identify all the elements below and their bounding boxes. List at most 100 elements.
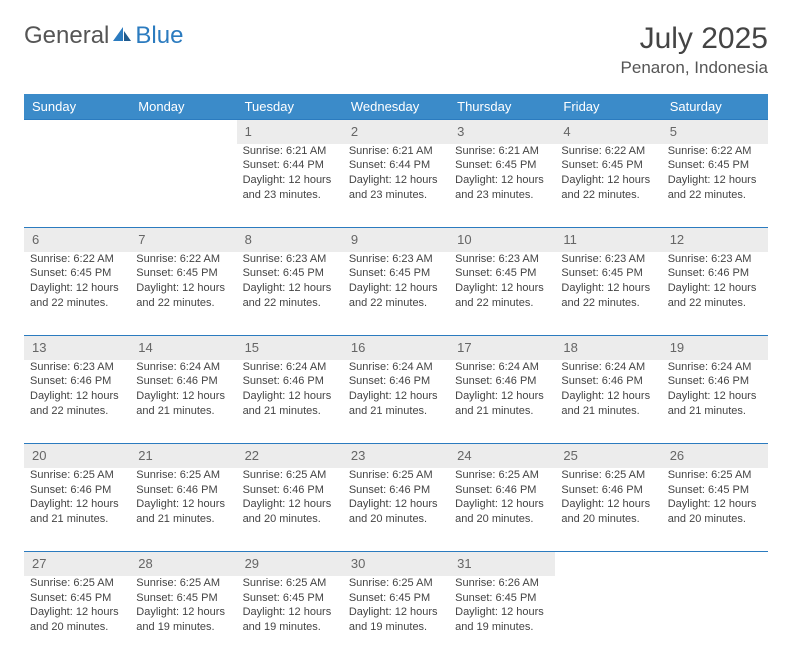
day-cell: Sunrise: 6:25 AMSunset: 6:45 PMDaylight:… xyxy=(24,576,130,660)
sunset-text: Sunset: 6:46 PM xyxy=(349,374,443,389)
daylight-text: and 22 minutes. xyxy=(668,188,762,203)
day-cell: Sunrise: 6:25 AMSunset: 6:46 PMDaylight:… xyxy=(449,468,555,552)
sunrise-text: Sunrise: 6:25 AM xyxy=(30,468,124,483)
sunset-text: Sunset: 6:46 PM xyxy=(136,483,230,498)
day-number: 2 xyxy=(343,120,449,144)
daylight-text: Daylight: 12 hours xyxy=(30,281,124,296)
day-number: 8 xyxy=(237,228,343,252)
daynum-row: 12345 xyxy=(24,120,768,144)
daylight-text: and 21 minutes. xyxy=(455,404,549,419)
sunset-text: Sunset: 6:44 PM xyxy=(349,158,443,173)
daylight-text: Daylight: 12 hours xyxy=(668,281,762,296)
daylight-text: and 21 minutes. xyxy=(30,512,124,527)
sunrise-text: Sunrise: 6:25 AM xyxy=(561,468,655,483)
day-cell: Sunrise: 6:22 AMSunset: 6:45 PMDaylight:… xyxy=(555,144,661,228)
day-cell xyxy=(24,144,130,228)
daylight-text: and 19 minutes. xyxy=(136,620,230,635)
daylight-text: and 20 minutes. xyxy=(30,620,124,635)
sunset-text: Sunset: 6:45 PM xyxy=(561,266,655,281)
week-row: Sunrise: 6:22 AMSunset: 6:45 PMDaylight:… xyxy=(24,252,768,336)
day-cell: Sunrise: 6:26 AMSunset: 6:45 PMDaylight:… xyxy=(449,576,555,660)
day-cell: Sunrise: 6:25 AMSunset: 6:45 PMDaylight:… xyxy=(343,576,449,660)
daylight-text: Daylight: 12 hours xyxy=(136,389,230,404)
daylight-text: and 20 minutes. xyxy=(349,512,443,527)
sunrise-text: Sunrise: 6:21 AM xyxy=(455,144,549,159)
day-number: 5 xyxy=(662,120,768,144)
sunset-text: Sunset: 6:46 PM xyxy=(349,483,443,498)
weekday-header: Friday xyxy=(555,94,661,120)
sunrise-text: Sunrise: 6:25 AM xyxy=(243,576,337,591)
daylight-text: Daylight: 12 hours xyxy=(136,605,230,620)
sunrise-text: Sunrise: 6:24 AM xyxy=(668,360,762,375)
sunrise-text: Sunrise: 6:22 AM xyxy=(30,252,124,267)
daylight-text: Daylight: 12 hours xyxy=(243,389,337,404)
daynum-row: 2728293031 xyxy=(24,552,768,576)
day-cell xyxy=(662,576,768,660)
day-number: 15 xyxy=(237,336,343,360)
day-number: 21 xyxy=(130,444,236,468)
day-number: 31 xyxy=(449,552,555,576)
sunrise-text: Sunrise: 6:23 AM xyxy=(243,252,337,267)
day-number: 13 xyxy=(24,336,130,360)
day-number: 1 xyxy=(237,120,343,144)
sunset-text: Sunset: 6:45 PM xyxy=(30,266,124,281)
month-title: July 2025 xyxy=(621,22,768,56)
day-number: 4 xyxy=(555,120,661,144)
daynum-row: 13141516171819 xyxy=(24,336,768,360)
day-number: 17 xyxy=(449,336,555,360)
daylight-text: Daylight: 12 hours xyxy=(561,281,655,296)
brand-logo: GeneralBlue xyxy=(24,22,183,50)
sunrise-text: Sunrise: 6:23 AM xyxy=(455,252,549,267)
day-cell: Sunrise: 6:25 AMSunset: 6:46 PMDaylight:… xyxy=(24,468,130,552)
day-cell: Sunrise: 6:24 AMSunset: 6:46 PMDaylight:… xyxy=(343,360,449,444)
daylight-text: Daylight: 12 hours xyxy=(349,605,443,620)
day-cell: Sunrise: 6:25 AMSunset: 6:46 PMDaylight:… xyxy=(555,468,661,552)
day-number: 18 xyxy=(555,336,661,360)
daylight-text: and 22 minutes. xyxy=(455,296,549,311)
week-row: Sunrise: 6:23 AMSunset: 6:46 PMDaylight:… xyxy=(24,360,768,444)
sunset-text: Sunset: 6:45 PM xyxy=(136,591,230,606)
daylight-text: and 20 minutes. xyxy=(243,512,337,527)
header: GeneralBlue July 2025 Penaron, Indonesia xyxy=(24,22,768,78)
daylight-text: Daylight: 12 hours xyxy=(668,173,762,188)
sunrise-text: Sunrise: 6:24 AM xyxy=(349,360,443,375)
weekday-header: Wednesday xyxy=(343,94,449,120)
day-number: 29 xyxy=(237,552,343,576)
sunset-text: Sunset: 6:45 PM xyxy=(136,266,230,281)
daylight-text: Daylight: 12 hours xyxy=(668,497,762,512)
sunrise-text: Sunrise: 6:21 AM xyxy=(243,144,337,159)
sunset-text: Sunset: 6:46 PM xyxy=(668,374,762,389)
sunrise-text: Sunrise: 6:25 AM xyxy=(243,468,337,483)
sunrise-text: Sunrise: 6:25 AM xyxy=(136,468,230,483)
sunrise-text: Sunrise: 6:25 AM xyxy=(349,468,443,483)
daylight-text: and 22 minutes. xyxy=(30,296,124,311)
day-cell: Sunrise: 6:25 AMSunset: 6:45 PMDaylight:… xyxy=(130,576,236,660)
sunrise-text: Sunrise: 6:24 AM xyxy=(136,360,230,375)
day-cell: Sunrise: 6:23 AMSunset: 6:46 PMDaylight:… xyxy=(24,360,130,444)
sunrise-text: Sunrise: 6:24 AM xyxy=(243,360,337,375)
day-number: 19 xyxy=(662,336,768,360)
daylight-text: Daylight: 12 hours xyxy=(561,173,655,188)
daylight-text: and 20 minutes. xyxy=(561,512,655,527)
daylight-text: and 22 minutes. xyxy=(30,404,124,419)
day-number: 11 xyxy=(555,228,661,252)
sunrise-text: Sunrise: 6:23 AM xyxy=(668,252,762,267)
day-cell: Sunrise: 6:24 AMSunset: 6:46 PMDaylight:… xyxy=(662,360,768,444)
daylight-text: Daylight: 12 hours xyxy=(349,173,443,188)
day-cell: Sunrise: 6:23 AMSunset: 6:45 PMDaylight:… xyxy=(237,252,343,336)
daylight-text: and 19 minutes. xyxy=(349,620,443,635)
weekday-header: Thursday xyxy=(449,94,555,120)
daylight-text: and 21 minutes. xyxy=(561,404,655,419)
day-number: 25 xyxy=(555,444,661,468)
sunrise-text: Sunrise: 6:21 AM xyxy=(349,144,443,159)
daylight-text: and 22 minutes. xyxy=(243,296,337,311)
daylight-text: and 19 minutes. xyxy=(243,620,337,635)
day-number: 6 xyxy=(24,228,130,252)
sunrise-text: Sunrise: 6:24 AM xyxy=(455,360,549,375)
day-cell: Sunrise: 6:24 AMSunset: 6:46 PMDaylight:… xyxy=(130,360,236,444)
sunset-text: Sunset: 6:44 PM xyxy=(243,158,337,173)
daylight-text: Daylight: 12 hours xyxy=(668,389,762,404)
daylight-text: Daylight: 12 hours xyxy=(455,389,549,404)
day-cell: Sunrise: 6:25 AMSunset: 6:46 PMDaylight:… xyxy=(343,468,449,552)
daylight-text: Daylight: 12 hours xyxy=(243,173,337,188)
